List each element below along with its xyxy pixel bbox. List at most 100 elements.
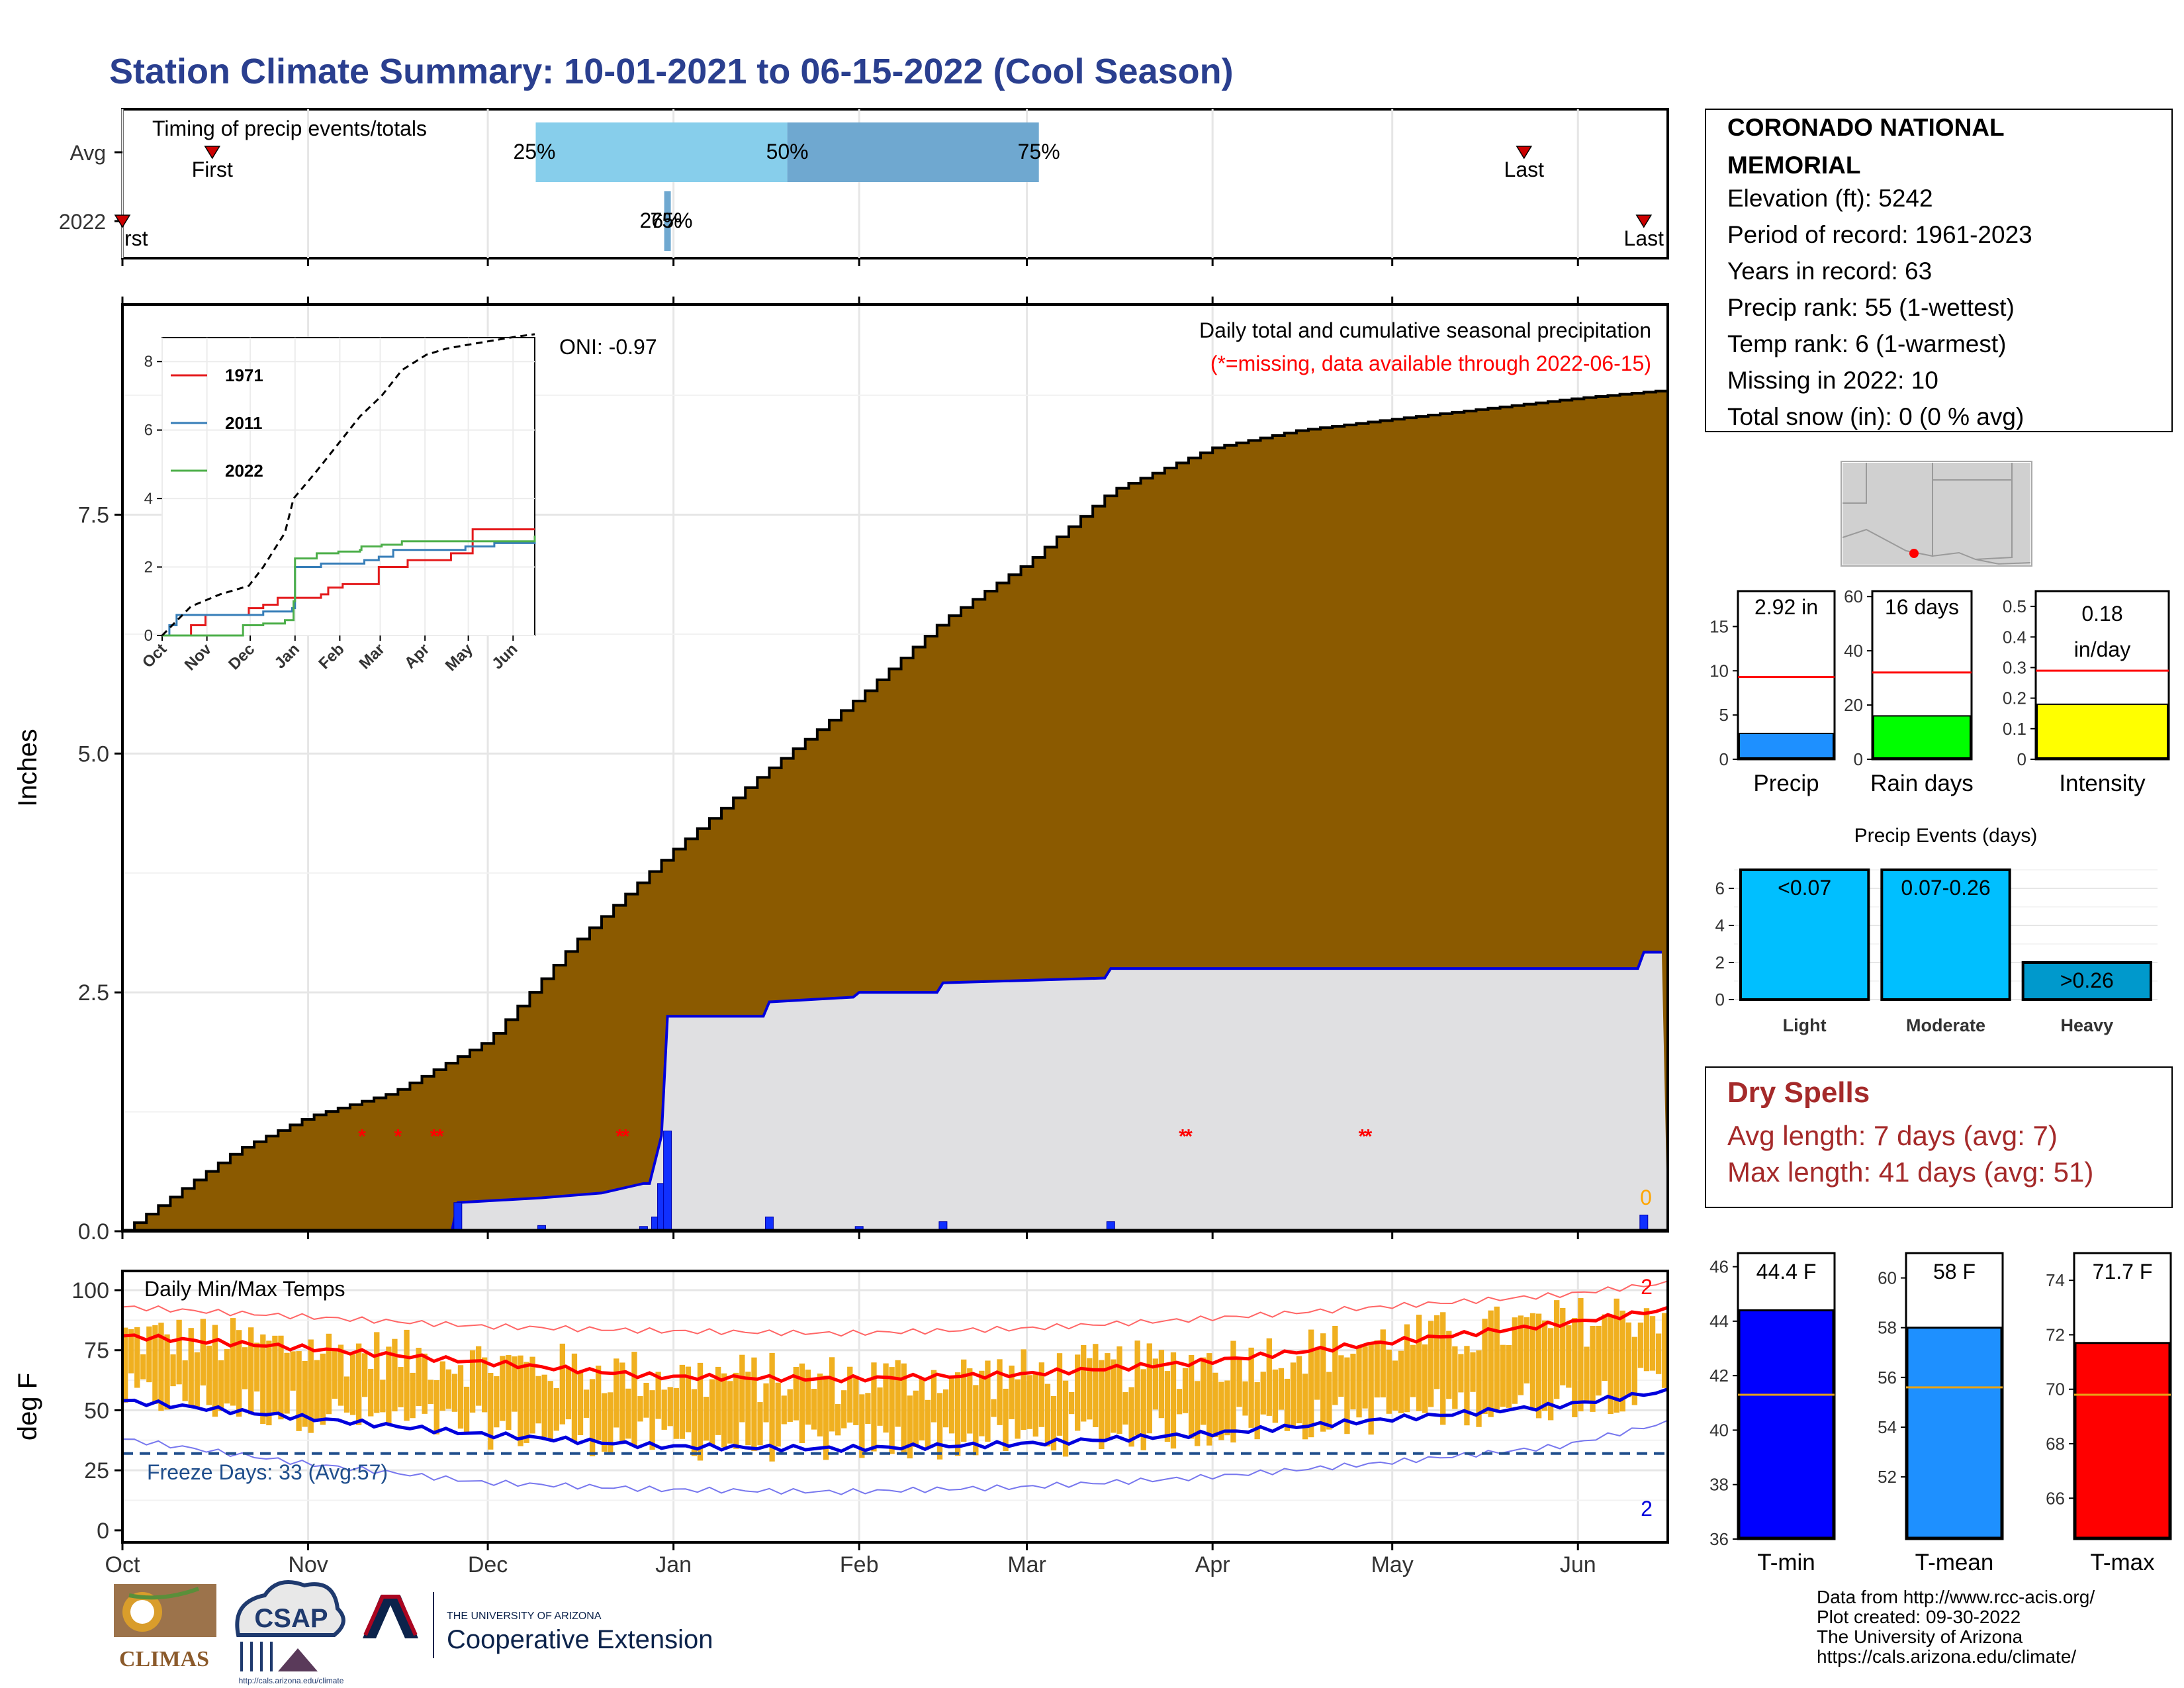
record-max-line [122,1280,1668,1337]
precip-ytick-label: 7.5 [78,503,109,528]
daily-temp-bar [518,1355,523,1446]
events-bar-label: >0.26 [2060,968,2114,992]
daily-temp-bar [1619,1310,1625,1412]
temp-summary-t-mean: 52 54 56 58 60 58 F T-mean [1878,1252,2004,1575]
summary-bar-ytick-label: 0 [1719,749,1729,769]
daily-temp-bar [589,1379,596,1456]
daily-temp-bar [1554,1300,1560,1399]
daily-temp-bar [961,1359,967,1442]
daily-temp-bar [488,1372,494,1450]
temp-ytick-label: 50 [84,1398,109,1423]
daily-temp-bar [1338,1355,1344,1397]
footer-data-source: Data from http://www.rcc-acis.org/ [1817,1587,2095,1607]
daily-temp-bar [314,1360,320,1422]
station-info: CORONADO NATIONAL MEMORIAL Elevation (ft… [1705,109,2173,432]
daily-temp-bar [475,1346,482,1406]
daily-temp-bar [817,1373,823,1436]
csap-logo-url: http://cals.arizona.edu/climate [239,1676,344,1685]
precip-ytick-label: 0.0 [78,1219,109,1244]
daily-temp-bar [541,1374,547,1438]
daily-temp-bar [1242,1381,1248,1416]
daily-temp-bar [1608,1315,1614,1415]
temp-summary-ytick-label: 54 [1878,1417,1897,1437]
daily-temp-bar [1476,1350,1482,1427]
daily-temp-bar [523,1362,529,1443]
summary-bar-ytick-label: 20 [1844,695,1863,715]
daily-temp-bar [1224,1380,1230,1436]
daily-temp-bar [1506,1344,1512,1408]
daily-temp-bar [410,1372,416,1419]
daily-temp-bar [1212,1372,1218,1438]
daily-temp-bar [1075,1354,1081,1431]
daily-temp-bar [140,1354,146,1380]
daily-temp-bar [583,1389,590,1418]
daily-temp-bar [236,1330,242,1417]
events-ytick-label: 2 [1715,953,1725,972]
daily-temp-bar [482,1357,488,1413]
inset-ytick-label: 2 [144,559,153,577]
daily-temp-bar [308,1339,314,1433]
temp-summary-label: T-min [1757,1550,1815,1575]
daily-precip-bar [453,1202,463,1232]
missing-marker: * [358,1126,366,1148]
missing-marker: * [430,1126,438,1148]
summary-bar-label: Precip [1753,771,1819,796]
csap-logo-text: CSAP [254,1604,328,1633]
month-label: Dec [468,1552,508,1577]
daily-temp-bar [1392,1360,1398,1411]
daily-temp-bar [224,1349,230,1404]
month-label: Nov [288,1552,328,1577]
daily-temp-bar [1590,1325,1596,1412]
month-label: Mar [1007,1552,1046,1577]
daily-temp-bar [553,1388,559,1431]
daily-temp-bar [152,1325,158,1404]
avg-max-line [122,1305,1668,1383]
daily-temp-bar [703,1397,709,1441]
y2022-last-label: Last [1624,226,1664,250]
dry-spells-max: Max length: 41 days (avg: 51) [1727,1156,2093,1188]
events-bar-light [1739,868,1870,1001]
temp-summary-ytick-label: 52 [1878,1467,1897,1487]
missing-marker: * [1185,1126,1193,1148]
month-axis: Oct Nov Dec Jan Feb Mar Apr May Jun [105,258,1596,1577]
daily-temp-bar [386,1346,392,1423]
daily-temp-bar [1512,1317,1518,1404]
daily-temp-bar [1649,1316,1656,1371]
events-category-label: Light [1783,1015,1827,1035]
page-title: Station Climate Summary: 10-01-2021 to 0… [109,52,1234,91]
daily-temp-bar [1152,1358,1158,1410]
events-bar-heavy [2021,961,2153,1001]
events-ytick-label: 4 [1715,915,1725,935]
daily-temp-bar [619,1362,625,1444]
daily-temp-bar [877,1387,883,1426]
station-snow: Total snow (in): 0 (0 % avg) [1727,403,2024,430]
events-title: Precip Events (days) [1854,825,2038,847]
daily-temp-bar [739,1354,745,1423]
daily-temp-bar [859,1394,865,1458]
daily-temp-bar [343,1376,350,1413]
inset-frame [161,337,535,636]
daily-temp-bar [727,1381,733,1444]
daily-temp-bar [1081,1344,1087,1422]
daily-temp-bar [182,1360,188,1401]
daily-temp-bar [1518,1315,1524,1395]
inset-ytick-label: 6 [144,422,153,440]
station-years: Years in record: 63 [1727,258,1932,285]
summary-bar-ytick-label: 0 [1854,749,1863,769]
daily-temp-bar [1176,1389,1183,1415]
daily-temp-bar [559,1343,566,1425]
daily-temp-bar [643,1382,649,1418]
daily-temp-bar [1380,1329,1386,1397]
temp-summary-t-min: 36 38 40 42 44 46 44.4 F T-min [1709,1252,1836,1575]
daily-temp-bar [362,1353,368,1397]
y2022-first-label: rst [124,226,148,250]
temp-ytick-label: 75 [84,1338,109,1364]
daily-temp-bar [967,1368,973,1434]
daily-temp-bar [1643,1308,1650,1372]
daily-temp-bar [1661,1313,1668,1388]
zero-label: 0 [1640,1186,1652,1209]
inset-ytick-label: 4 [144,490,153,508]
precip-ytick-label: 2.5 [78,980,109,1006]
daily-temp-bar [805,1370,811,1425]
record-high-count: 2 [1641,1275,1653,1299]
